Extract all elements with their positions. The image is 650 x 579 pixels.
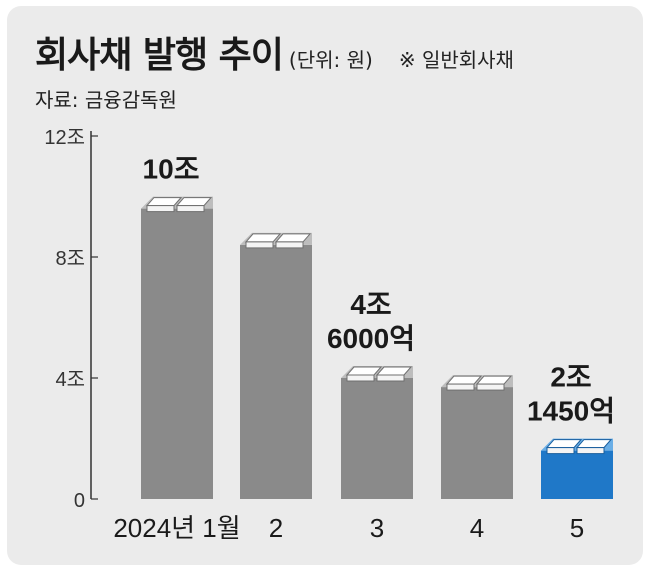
bundle-side-2-0 — [346, 374, 375, 382]
data-label-2-0: 4조 — [350, 289, 391, 320]
bundle-side-1-0 — [245, 241, 274, 249]
y-tick-label-2: 8조 — [55, 248, 85, 270]
chart-title: 회사채 발행 추이 — [35, 35, 284, 76]
bar-3 — [441, 387, 513, 499]
x-tick-label-1: 2 — [269, 513, 283, 543]
data-label-0-0: 10조 — [143, 154, 200, 185]
data-label-4-0: 2조 — [550, 362, 591, 393]
x-tick-label-0: 2024년 1월 — [113, 513, 240, 543]
bundle-side-1-1 — [275, 241, 304, 249]
bundle-side-4-0 — [546, 447, 575, 455]
bar-0 — [141, 208, 213, 499]
bundle-side-4-1 — [576, 447, 605, 455]
bundle-side-2-1 — [376, 374, 405, 382]
scope-note: ※ 일반회사채 — [398, 48, 514, 72]
data-label-2-1: 6000억 — [327, 323, 415, 354]
source-note: 자료: 금융감독원 — [35, 88, 177, 112]
y-tick-label-1: 4조 — [55, 369, 85, 391]
bundle-side-0-1 — [176, 205, 205, 213]
chart-card: 회사채 발행 추이 (단위: 원) ※ 일반회사채 자료: 금융감독원 0 4조 8… — [7, 6, 643, 565]
data-label-4-1: 1450억 — [527, 396, 615, 427]
bar-2 — [341, 378, 413, 499]
bundle-side-3-1 — [476, 383, 505, 391]
y-tick-label-3: 12조 — [44, 127, 85, 149]
bundle-side-3-0 — [446, 383, 475, 391]
x-tick-label-4: 5 — [570, 513, 584, 543]
unit-note: (단위: 원) — [288, 48, 373, 72]
bundle-side-0-0 — [146, 205, 175, 213]
bar-1 — [240, 244, 312, 499]
chart-header: 회사채 발행 추이 (단위: 원) ※ 일반회사채 자료: 금융감독원 — [35, 26, 514, 113]
y-tick-label-0: 0 — [74, 490, 85, 512]
bar-4 — [541, 450, 613, 499]
x-tick-label-3: 4 — [470, 513, 484, 543]
x-tick-label-2: 3 — [370, 513, 384, 543]
